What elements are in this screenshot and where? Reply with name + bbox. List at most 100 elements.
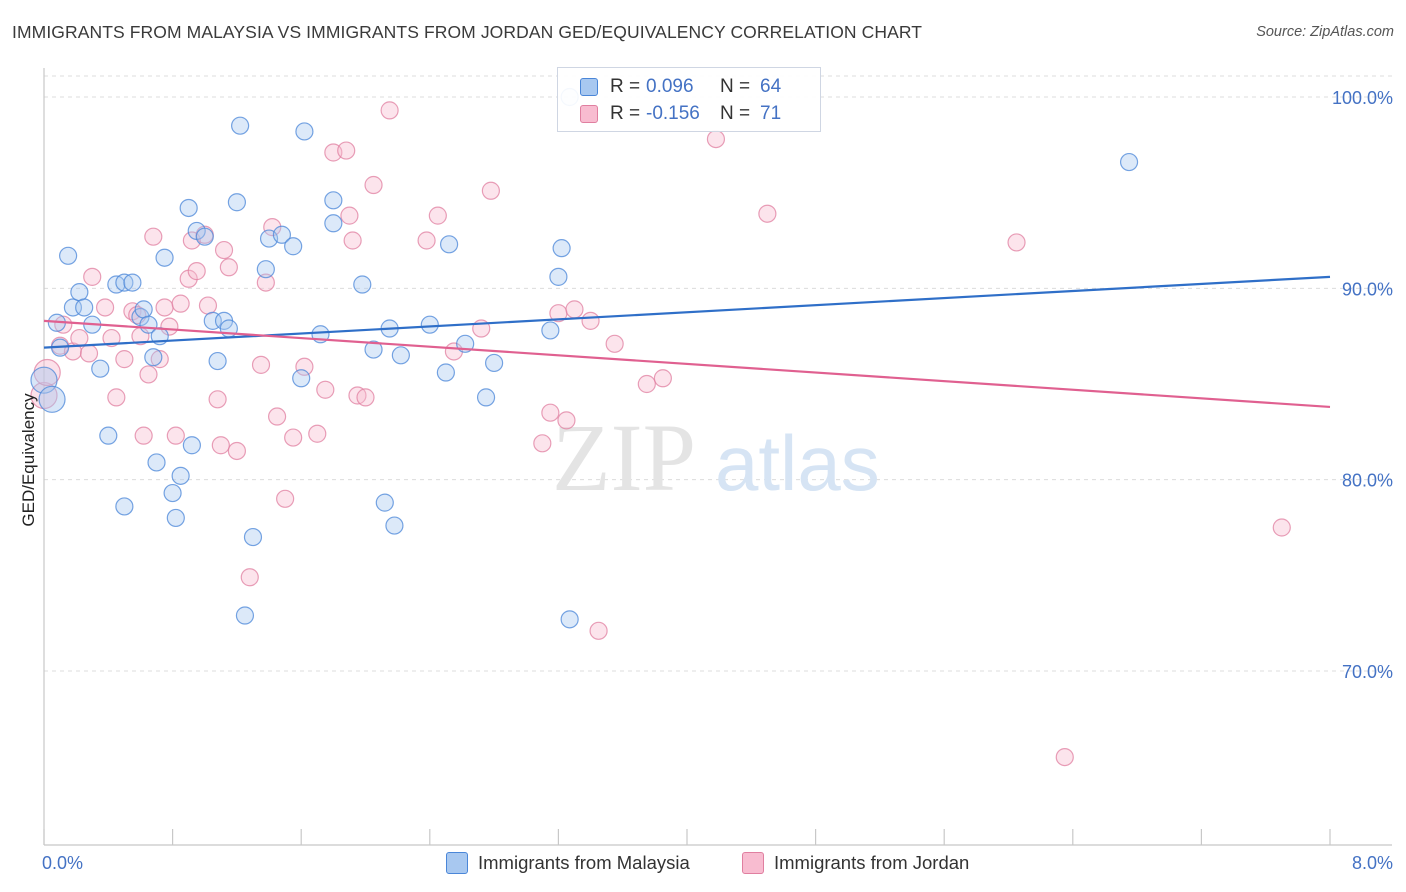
jordan-point (653, 369, 672, 388)
jordan-point (605, 334, 624, 353)
n-value: 71 (760, 103, 782, 124)
jordan-point (134, 426, 153, 445)
y-tick-label: 70.0% (1342, 662, 1393, 682)
jordan-point (276, 489, 295, 508)
malaysia-point (295, 122, 314, 141)
jordan-point (340, 206, 359, 225)
jordan-point (256, 273, 275, 292)
jordan-point (30, 381, 58, 410)
malaysia-point (179, 198, 198, 218)
malaysia-point (256, 260, 275, 279)
jordan-point (1272, 518, 1291, 537)
malaysia-point (324, 191, 343, 210)
malaysia-point (134, 300, 153, 319)
watermark: ZIP atlas (552, 404, 880, 511)
jordan-point (198, 296, 218, 315)
malaysia-point (272, 225, 292, 244)
jordan-point (144, 227, 163, 246)
jordan-point (251, 355, 271, 374)
r-label: R = (610, 76, 641, 97)
tick-labels: 70.0% 80.0% 90.0% 100.0% 0.0% 8.0% (42, 88, 1393, 873)
jordan-point (79, 344, 99, 363)
jordan-point (481, 181, 500, 200)
jordan-point (1007, 233, 1026, 252)
malaysia-point (182, 436, 201, 455)
x-tick-label-min: 0.0% (42, 853, 83, 873)
malaysia-point (375, 493, 394, 512)
malaysia-point (560, 610, 579, 629)
jordan-point (706, 129, 726, 149)
malaysia-point (171, 466, 190, 485)
malaysia-point (123, 273, 142, 292)
jordan-point (139, 365, 158, 384)
r-label: R = (610, 103, 641, 124)
malaysia-point (147, 453, 166, 472)
malaysia-point (541, 321, 560, 340)
jordan-point (565, 300, 584, 319)
jordan-point (219, 258, 238, 277)
jordan-point (380, 101, 399, 120)
malaysia-point (231, 116, 250, 135)
malaysia-point (144, 348, 163, 367)
jordan-point (208, 390, 227, 409)
jordan-point (150, 350, 169, 369)
n-value: 64 (760, 76, 782, 97)
malaysia-point (549, 267, 568, 286)
n-label: N = (720, 76, 751, 97)
legend-label-malaysia: Immigrants from Malaysia (478, 852, 690, 873)
malaysia-point (155, 248, 174, 267)
malaysia-point (436, 363, 455, 382)
x-tick-label-max: 8.0% (1352, 853, 1393, 873)
y-axis-label: GED/Equivalency (19, 393, 38, 527)
watermark-zip: ZIP (552, 404, 696, 511)
jordan-point (1055, 747, 1074, 767)
jordan-point (557, 411, 576, 430)
legend-item-jordan: Immigrants from Jordan (742, 852, 969, 874)
malaysia-trend-line (43, 275, 1331, 349)
jordan-point (337, 141, 356, 160)
malaysia-point (208, 351, 227, 371)
jordan-point (70, 328, 89, 348)
malaysia-point (115, 497, 134, 516)
jordan-point (758, 204, 777, 223)
jordan-point (227, 441, 246, 461)
jordan-point (171, 294, 190, 313)
malaysia-point (292, 369, 311, 388)
malaysia-point (385, 516, 404, 535)
jordan-point (102, 328, 121, 348)
trend-lines (43, 275, 1331, 409)
malaysia-point (75, 298, 94, 317)
malaysia-point (235, 606, 255, 625)
jordan-point (107, 388, 126, 407)
jordan-point (316, 380, 335, 399)
jordan-point (211, 436, 230, 455)
malaysia-point (243, 527, 263, 547)
malaysia-point (353, 275, 372, 294)
jordan-point (166, 426, 185, 445)
jordan-point (343, 231, 362, 250)
jordan-point (581, 311, 600, 330)
malaysia-point (552, 239, 571, 258)
legend-label-jordan: Immigrants from Jordan (774, 852, 970, 873)
legend-row-malaysia: R = 0.096 N = 64 (580, 74, 781, 100)
watermark-atlas: atlas (715, 419, 880, 507)
malaysia-point (420, 315, 439, 334)
malaysia-point (163, 483, 182, 503)
axes (43, 68, 1392, 846)
jordan-swatch (580, 105, 598, 123)
malaysia-point (391, 346, 410, 365)
y-tick-label: 100.0% (1332, 88, 1393, 108)
malaysia-point (70, 283, 89, 302)
legend-item-malaysia: Immigrants from Malaysia (446, 852, 690, 874)
malaysia-point (476, 388, 496, 407)
malaysia-swatch (580, 78, 598, 96)
malaysia-point (439, 235, 459, 254)
jordan-point (356, 388, 375, 407)
malaysia-point (166, 508, 185, 528)
malaysia-point (195, 227, 214, 246)
r-value: 0.096 (646, 76, 694, 97)
malaysia-point (59, 246, 78, 265)
legend-row-jordan: R = -0.156 N = 71 (580, 101, 781, 127)
malaysia-legend-swatch (446, 852, 468, 874)
